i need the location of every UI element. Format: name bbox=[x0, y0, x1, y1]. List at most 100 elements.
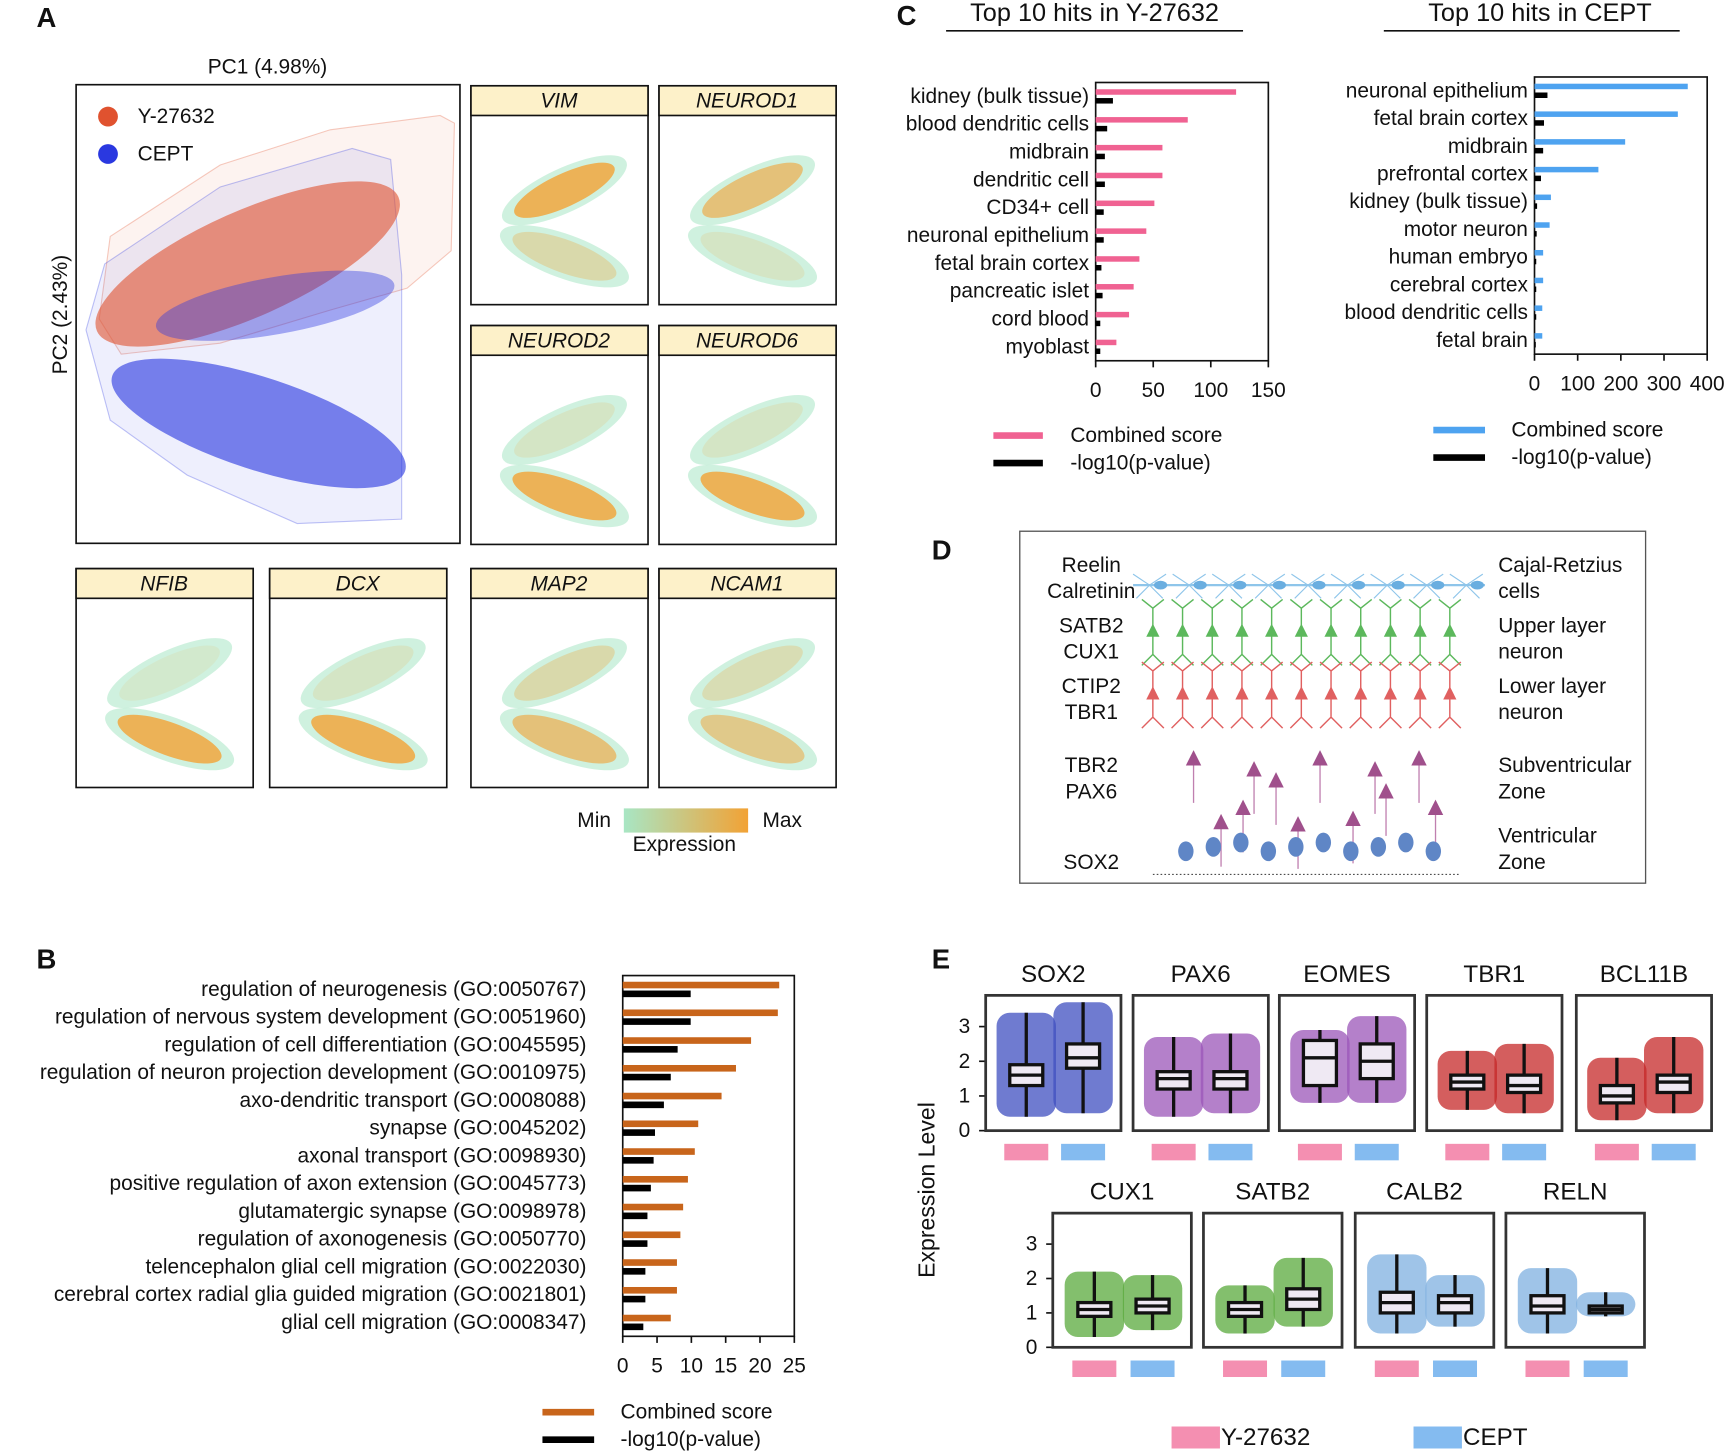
legend-label: Y-27632 bbox=[1221, 1424, 1310, 1451]
bar bbox=[1095, 237, 1104, 243]
radial-glia bbox=[1205, 836, 1222, 857]
bar bbox=[622, 981, 780, 989]
expression-cloud bbox=[312, 645, 414, 701]
x-tick-label: 150 bbox=[1251, 379, 1286, 402]
bar bbox=[1534, 120, 1545, 126]
bar bbox=[1534, 194, 1551, 201]
y-tick-label: 1 bbox=[1026, 1301, 1038, 1324]
neuron-soma bbox=[1413, 686, 1427, 700]
x-tick-label: 200 bbox=[1603, 372, 1638, 395]
category-label: regulation of neurogenesis (GO:0050767) bbox=[201, 978, 586, 1001]
cloud bbox=[155, 270, 395, 341]
y-tick-label: 2 bbox=[1026, 1267, 1038, 1290]
y-axis-label: PC2 (2.43%) bbox=[49, 255, 72, 375]
panel-title: TBR1 bbox=[1463, 961, 1525, 988]
box bbox=[1064, 1042, 1102, 1070]
gene-title: NEUROD6 bbox=[696, 329, 798, 352]
cloud bbox=[111, 358, 406, 489]
marker-label: TBR2 bbox=[1065, 754, 1118, 777]
x-tick-label: 0 bbox=[617, 1355, 629, 1378]
bar bbox=[1534, 286, 1537, 293]
panel-title: SATB2 bbox=[1235, 1179, 1310, 1206]
marker-label: Calretinin bbox=[1047, 580, 1135, 603]
legend-swatch bbox=[1413, 1426, 1462, 1449]
category-label: midbrain bbox=[1009, 141, 1089, 164]
neuron-soma bbox=[1205, 686, 1219, 700]
expression-cloud bbox=[512, 714, 617, 764]
y-tick-label: 1 bbox=[959, 1084, 971, 1107]
category-label: regulation of axonogenesis (GO:0050770) bbox=[198, 1228, 587, 1251]
bar bbox=[1095, 320, 1101, 327]
category-label: fetal brain cortex bbox=[1374, 107, 1529, 130]
expression-cloud bbox=[117, 714, 222, 764]
bar bbox=[1534, 92, 1548, 98]
bar bbox=[1095, 228, 1147, 234]
radial-glia bbox=[1370, 836, 1387, 857]
bar bbox=[622, 1037, 752, 1044]
bar bbox=[1534, 166, 1599, 173]
group-swatch bbox=[1433, 1360, 1478, 1378]
group-swatch bbox=[1130, 1360, 1175, 1378]
panel-frame bbox=[1574, 993, 1713, 1133]
panel-title: BCL11B bbox=[1600, 961, 1688, 988]
plot-frame bbox=[1094, 81, 1270, 362]
bar bbox=[1534, 111, 1678, 117]
legend-swatch bbox=[98, 106, 118, 127]
legend-label: Combined score bbox=[1511, 419, 1663, 442]
radial-glia bbox=[1178, 841, 1194, 862]
progenitor-soma bbox=[1290, 816, 1306, 832]
layer-label: Subventricular bbox=[1498, 754, 1631, 777]
panel-frame bbox=[984, 993, 1123, 1133]
gene-title: NCAM1 bbox=[710, 573, 783, 596]
umap-header bbox=[470, 324, 649, 357]
group-swatch bbox=[1223, 1360, 1268, 1378]
expression-cloud bbox=[514, 162, 615, 218]
bar bbox=[622, 1240, 648, 1247]
expression-cloud bbox=[300, 638, 426, 709]
category-label: blood dendritic cells bbox=[906, 113, 1089, 136]
bar bbox=[1534, 83, 1688, 90]
cr-cell bbox=[1391, 580, 1405, 590]
box bbox=[1655, 1073, 1692, 1095]
layer-label: Ventricular bbox=[1498, 824, 1597, 847]
neuron-soma bbox=[1294, 686, 1308, 700]
category-label: fetal brain cortex bbox=[935, 252, 1090, 275]
expression-cloud bbox=[512, 471, 617, 521]
bar bbox=[1095, 125, 1108, 132]
colorbar bbox=[623, 808, 749, 833]
bar bbox=[622, 1286, 677, 1294]
group-swatch bbox=[1072, 1360, 1117, 1378]
legend-label: Combined score bbox=[1070, 424, 1222, 447]
group-swatch bbox=[1297, 1143, 1342, 1161]
marker-label: SOX2 bbox=[1063, 851, 1119, 874]
cloud bbox=[95, 181, 400, 347]
progenitor-soma bbox=[1246, 761, 1262, 777]
x-tick-label: 10 bbox=[680, 1355, 703, 1378]
expression-cloud bbox=[700, 714, 805, 764]
bar bbox=[1534, 333, 1543, 339]
bar bbox=[1534, 175, 1541, 182]
panel-label: B bbox=[37, 944, 57, 975]
category-label: CD34+ cell bbox=[986, 196, 1089, 219]
gene-title: NEUROD1 bbox=[696, 90, 798, 113]
bar bbox=[622, 1018, 691, 1025]
layer-label: cells bbox=[1498, 580, 1540, 603]
y-tick-label: 0 bbox=[959, 1119, 971, 1142]
bar bbox=[1095, 117, 1188, 123]
layer-label: Lower layer bbox=[1498, 675, 1606, 698]
expression-cloud bbox=[119, 645, 220, 701]
category-label: synapse (GO:0045202) bbox=[369, 1117, 586, 1140]
umap-header bbox=[658, 567, 837, 600]
category-label: prefrontal cortex bbox=[1377, 162, 1528, 185]
panel-title: RELN bbox=[1543, 1179, 1608, 1206]
legend-swatch bbox=[98, 144, 118, 164]
pca-frame bbox=[75, 83, 461, 545]
y-tick-label: 2 bbox=[959, 1050, 971, 1073]
box bbox=[1301, 1038, 1339, 1088]
radial-glia bbox=[1233, 832, 1249, 853]
cr-cell bbox=[1153, 580, 1168, 590]
bar bbox=[1095, 265, 1102, 271]
box bbox=[1212, 1070, 1249, 1091]
progenitor-soma bbox=[1345, 810, 1361, 826]
panel-frame bbox=[1051, 1211, 1193, 1349]
